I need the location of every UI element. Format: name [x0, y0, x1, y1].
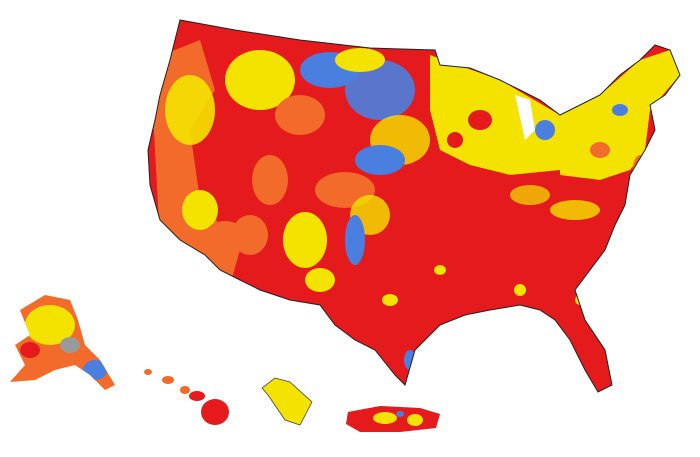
mainland-outline: [147, 19, 681, 393]
mainland: [148, 20, 680, 392]
district-of-columbia: [261, 377, 313, 426]
lake-michigan: [515, 95, 535, 140]
hawaii: [144, 369, 229, 425]
puerto-rico: [346, 406, 440, 432]
alaska: [10, 295, 115, 390]
